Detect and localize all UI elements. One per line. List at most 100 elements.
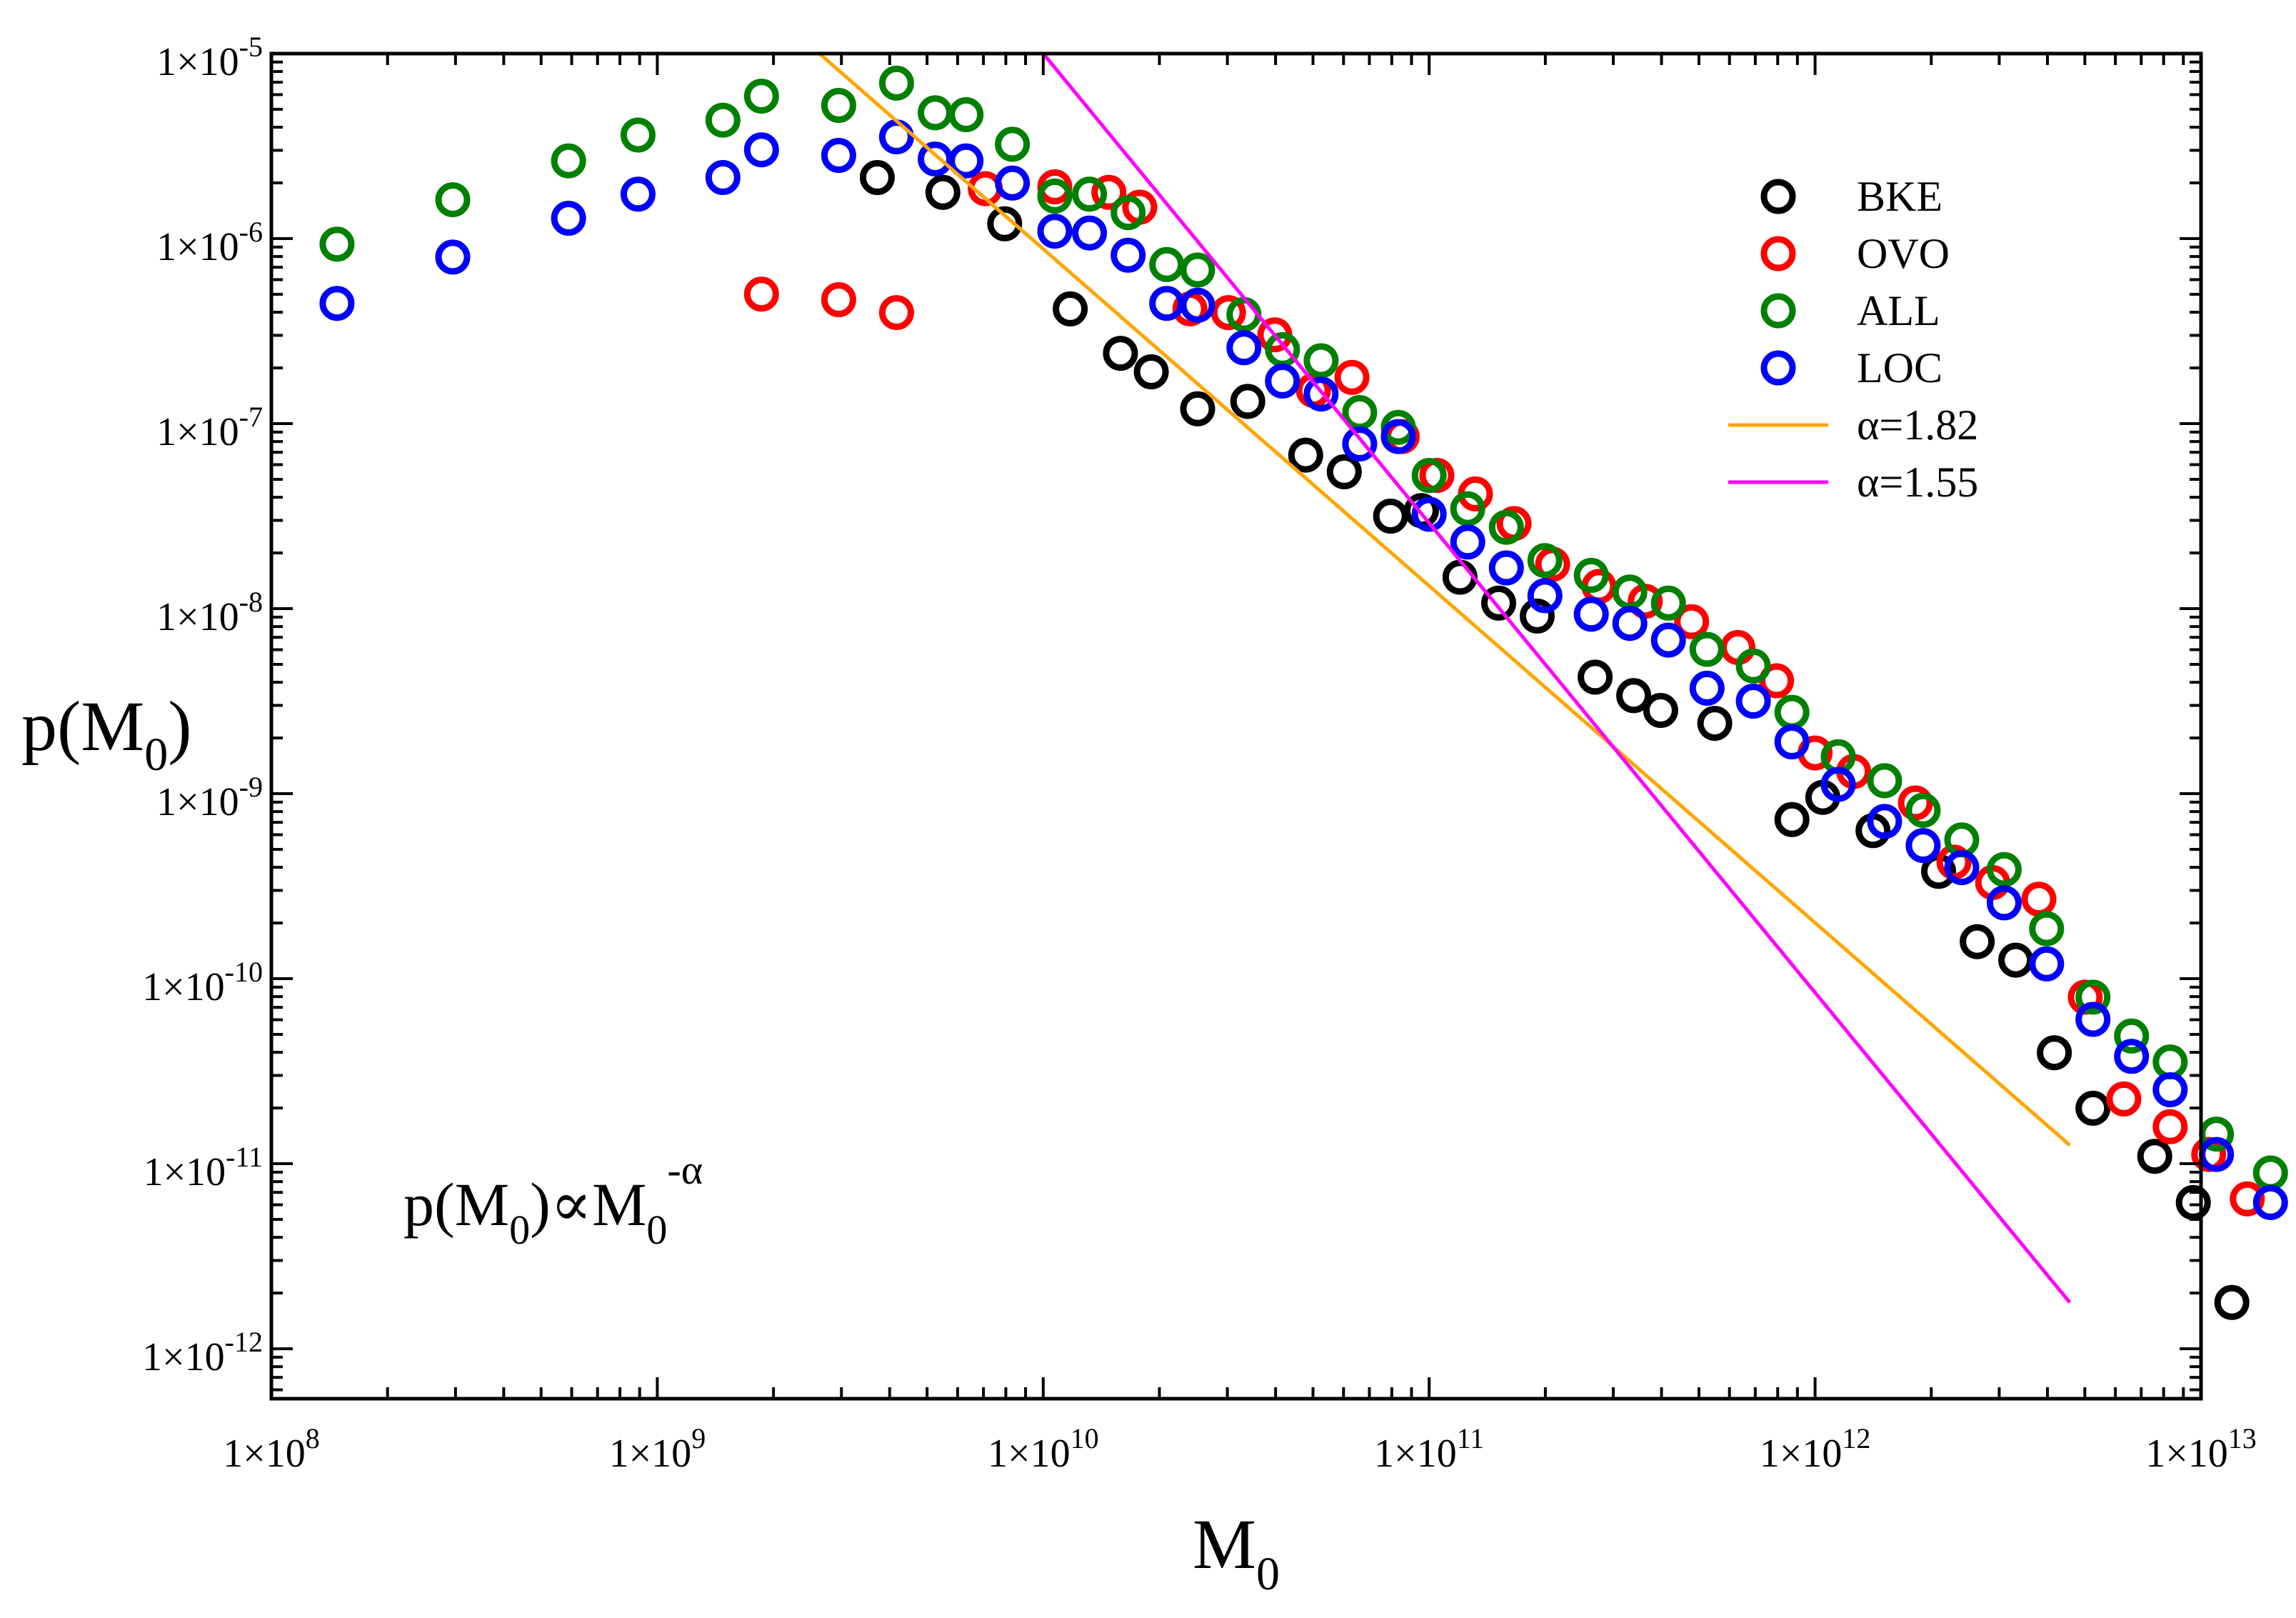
point-loc-18 (1303, 376, 1339, 412)
point-all-33 (1905, 792, 1941, 828)
point-bke-8 (1288, 437, 1323, 473)
point-ovo-0 (743, 276, 779, 312)
x-tick-base: 1×10 (1760, 1432, 1843, 1476)
x-tick-exponent: 11 (1457, 1422, 1485, 1454)
point-all-25 (1573, 557, 1609, 593)
point-loc-30 (1774, 724, 1810, 759)
y-tick-exponent: -12 (225, 1326, 263, 1358)
point-all-22 (1450, 491, 1485, 526)
point-bke-16 (1616, 678, 1652, 714)
fit-line--1-55 (1041, 54, 2072, 1304)
point-bke-1 (925, 174, 961, 210)
y-tick-base: 1×10 (156, 40, 239, 84)
x-tick-base: 1×10 (609, 1432, 692, 1476)
point-loc-10 (995, 165, 1031, 201)
x-axis-title: M0 (1193, 1504, 1280, 1600)
point-bke-29 (2214, 1284, 2250, 1320)
x-tick-label-11: 1×1011 (1374, 1422, 1484, 1476)
y-tick-exponent: -8 (239, 586, 263, 618)
y-tick-label--7: 1×10-7 (156, 401, 263, 454)
point-all-0 (319, 226, 355, 262)
point-ovo-30 (2152, 1109, 2188, 1144)
point-loc-1 (435, 239, 471, 275)
legend-label-loc: LOC (1857, 344, 1942, 391)
y-tick-exponent: -5 (239, 31, 263, 63)
x-tick-label-13: 1×1013 (2145, 1422, 2257, 1476)
point-loc-0 (319, 286, 355, 321)
point-ovo-29 (2106, 1081, 2142, 1117)
y-axis-title: p(M0) (21, 686, 192, 781)
point-loc-16 (1226, 330, 1262, 366)
annotation-subscript-1: 0 (509, 1207, 530, 1253)
point-all-35 (1986, 852, 2022, 887)
point-all-7 (878, 65, 914, 101)
point-loc-11 (1037, 214, 1073, 249)
y-tick-exponent: -11 (226, 1141, 263, 1173)
y-tick-base: 1×10 (142, 965, 225, 1009)
fit-line--1-82 (818, 54, 2071, 1147)
y-tick-base: 1×10 (156, 595, 239, 639)
point-bke-14 (1520, 598, 1555, 634)
legend-label--1-55: α=1.55 (1857, 459, 1978, 506)
y-tick-label--5: 1×10-5 (156, 31, 263, 84)
x-tick-label-8: 1×108 (223, 1422, 320, 1476)
point-all-28 (1689, 631, 1725, 667)
annotation-text: p(M0)∝M0-α (403, 1147, 703, 1253)
point-loc-32 (1867, 804, 1903, 839)
x-tick-label-9: 1×109 (609, 1422, 706, 1476)
point-all-10 (995, 126, 1031, 162)
point-loc-41 (2252, 1184, 2288, 1220)
point-all-37 (2075, 979, 2111, 1015)
point-loc-22 (1450, 524, 1485, 560)
point-loc-23 (1488, 550, 1524, 586)
point-all-32 (1867, 763, 1903, 799)
point-all-13 (1111, 195, 1146, 231)
point-ovo-1 (821, 282, 856, 317)
point-loc-36 (2029, 946, 2065, 982)
y-tick-label--10: 1×10-10 (142, 956, 263, 1009)
x-tick-base: 1×10 (1374, 1432, 1457, 1476)
legend-marker-all (1760, 293, 1796, 329)
point-all-38 (2114, 1018, 2150, 1054)
point-bke-0 (859, 160, 895, 195)
point-all-27 (1650, 585, 1686, 621)
y-tick-base: 1×10 (156, 410, 239, 454)
point-all-9 (948, 97, 984, 132)
annotation-main: p(M (403, 1170, 509, 1239)
point-loc-28 (1689, 670, 1725, 706)
x-axis-title-text: M (1193, 1504, 1256, 1584)
point-bke-4 (1103, 336, 1138, 371)
point-loc-35 (1986, 885, 2022, 921)
point-bke-3 (1053, 291, 1088, 326)
point-bke-5 (1133, 354, 1169, 389)
point-bke-27 (2137, 1139, 2172, 1174)
y-axis-title-subscript: 0 (144, 729, 168, 781)
point-all-4 (705, 102, 741, 138)
point-bke-9 (1326, 454, 1362, 489)
point-all-6 (821, 88, 856, 123)
point-loc-6 (821, 138, 856, 173)
point-loc-12 (1072, 215, 1108, 251)
point-loc-37 (2075, 1002, 2111, 1037)
y-axis-title-text: p(M (21, 686, 144, 766)
point-all-11 (1037, 178, 1073, 214)
point-bke-23 (1960, 924, 1995, 959)
point-loc-31 (1820, 766, 1856, 802)
point-all-24 (1527, 543, 1563, 579)
point-loc-24 (1527, 578, 1563, 614)
point-loc-2 (551, 201, 586, 236)
x-axis-title-subscript: 0 (1256, 1548, 1280, 1600)
y-tick-base: 1×10 (142, 1335, 225, 1379)
x-tick-base: 1×10 (988, 1432, 1071, 1476)
point-ovo-24 (1898, 785, 1933, 821)
point-bke-7 (1230, 384, 1265, 419)
point-all-36 (2029, 911, 2065, 947)
y-tick-base: 1×10 (156, 225, 239, 269)
point-loc-13 (1111, 237, 1146, 273)
point-all-2 (551, 143, 586, 179)
legend-marker-bke (1760, 179, 1796, 214)
point-loc-27 (1650, 622, 1686, 658)
